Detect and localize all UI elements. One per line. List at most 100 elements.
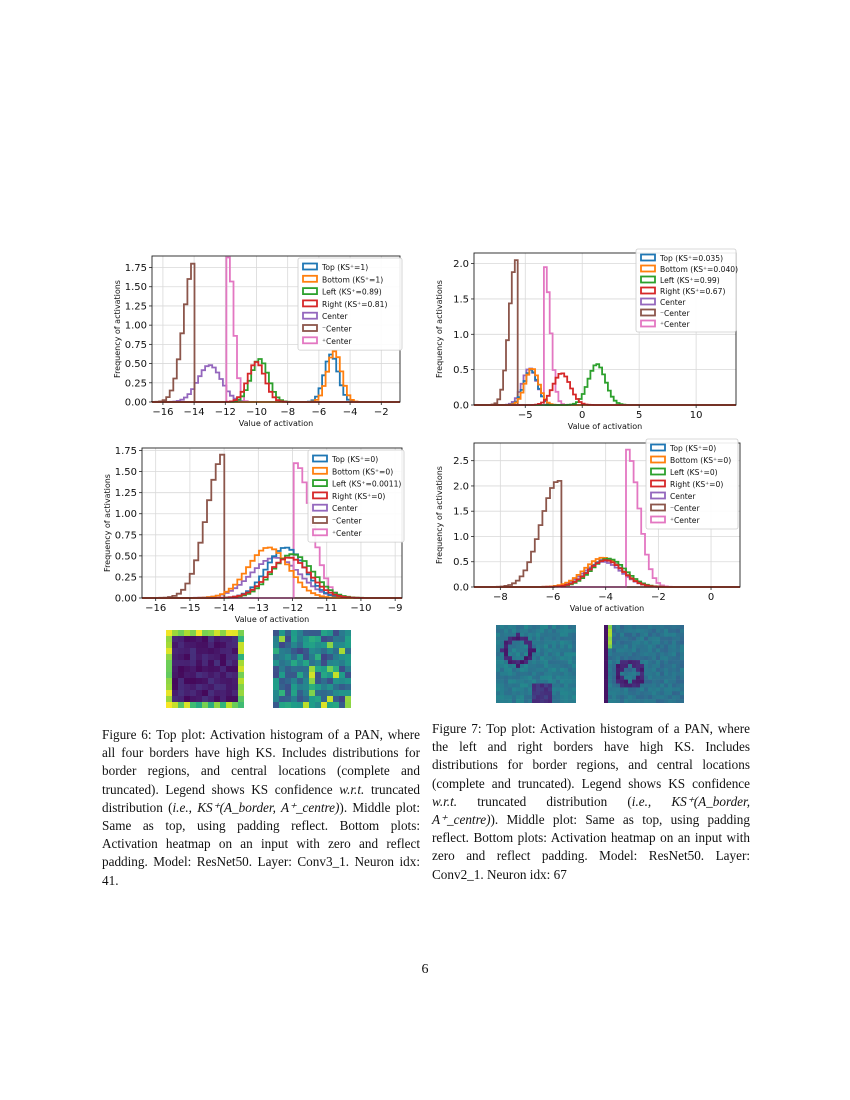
heatmap-cell bbox=[184, 690, 191, 697]
heatmap-cell bbox=[664, 691, 669, 696]
heatmap-cell bbox=[648, 671, 653, 676]
heatmap-cell bbox=[572, 667, 576, 673]
heatmap-cell bbox=[202, 678, 209, 685]
heatmap-cell bbox=[644, 683, 649, 688]
x-tick-label: −4 bbox=[343, 407, 358, 418]
heatmap-cell bbox=[656, 632, 661, 637]
heatmap-cell bbox=[532, 636, 537, 641]
heatmap-cell bbox=[636, 683, 641, 688]
heatmap-cell bbox=[285, 654, 292, 661]
heatmap-cell bbox=[166, 690, 173, 697]
heatmap-cell bbox=[178, 690, 185, 697]
heatmap-cell bbox=[556, 640, 561, 645]
x-tick-label: −5 bbox=[518, 410, 533, 421]
heatmap-cell bbox=[226, 636, 233, 643]
heatmap-cell bbox=[536, 648, 541, 653]
heatmap-cell bbox=[214, 690, 221, 697]
heatmap-cell bbox=[608, 636, 613, 641]
heatmap-cell bbox=[556, 687, 561, 692]
heatmap-cell bbox=[616, 691, 621, 696]
heatmap-cell bbox=[226, 654, 233, 661]
heatmap-cell bbox=[333, 654, 340, 661]
heatmap-cell bbox=[536, 652, 541, 657]
heatmap-cell bbox=[648, 648, 653, 653]
heatmap-cell bbox=[604, 652, 609, 657]
heatmap-cell bbox=[208, 678, 215, 685]
heatmap-cell bbox=[327, 630, 334, 637]
heatmap-cell bbox=[184, 654, 191, 661]
heatmap-cell bbox=[196, 666, 203, 673]
heatmap-cell bbox=[508, 695, 513, 700]
heatmap-cell bbox=[232, 696, 239, 703]
heatmap-cell bbox=[496, 640, 501, 645]
heatmap-cell bbox=[508, 644, 513, 649]
heatmap-cell bbox=[508, 691, 513, 696]
heatmap-cell bbox=[644, 691, 649, 696]
heatmap-cell bbox=[664, 679, 669, 684]
heatmap-cell bbox=[520, 625, 525, 630]
heatmap-cell bbox=[672, 632, 677, 637]
heatmap-cell bbox=[668, 699, 673, 703]
heatmap-cell bbox=[297, 690, 304, 697]
x-tick-label: −12 bbox=[215, 407, 236, 418]
heatmap-cell bbox=[321, 678, 328, 685]
heatmap-cell bbox=[676, 644, 681, 649]
heatmap-cell bbox=[297, 684, 304, 691]
heatmap-cell bbox=[321, 660, 328, 667]
heatmap-cell bbox=[640, 664, 645, 669]
heatmap-cell bbox=[214, 648, 221, 655]
heatmap-cell bbox=[640, 632, 645, 637]
heatmap-cell bbox=[500, 691, 505, 696]
heatmap-cell bbox=[548, 648, 553, 653]
legend-swatch-bottom bbox=[650, 455, 666, 464]
heatmap-cell bbox=[309, 654, 316, 661]
heatmap-cell bbox=[632, 671, 637, 676]
heatmap-cell bbox=[528, 644, 533, 649]
heatmap-cell bbox=[608, 640, 613, 645]
heatmap-cell bbox=[279, 660, 286, 667]
heatmap-cell bbox=[512, 671, 517, 676]
heatmap-cell bbox=[321, 636, 328, 643]
heatmap-cell bbox=[636, 687, 641, 692]
heatmap-cell bbox=[232, 630, 239, 637]
heatmap-cell bbox=[608, 679, 613, 684]
y-tick-label: 0.50 bbox=[125, 359, 147, 370]
heatmap-cell bbox=[520, 679, 525, 684]
heatmap-cell bbox=[676, 687, 681, 692]
heatmap-cell bbox=[620, 683, 625, 688]
heatmap-cell bbox=[528, 687, 533, 692]
heatmap-cell bbox=[672, 679, 677, 684]
heatmap-cell bbox=[608, 683, 613, 688]
heatmap-cell bbox=[668, 632, 673, 637]
heatmap-cell bbox=[532, 687, 537, 692]
heatmap-cell bbox=[604, 632, 609, 637]
heatmap-cell bbox=[572, 640, 576, 645]
heatmap-cell bbox=[327, 672, 334, 679]
heatmap-cell bbox=[672, 691, 677, 696]
heatmap-cell bbox=[285, 684, 292, 691]
heatmap-cell bbox=[640, 675, 645, 680]
heatmap-cell bbox=[520, 656, 525, 661]
heatmap-cell bbox=[504, 691, 509, 696]
heatmap-cell bbox=[608, 691, 613, 696]
heatmap-cell bbox=[564, 652, 569, 657]
y-tick-label: 0.75 bbox=[125, 340, 147, 351]
heatmap-cell bbox=[616, 679, 621, 684]
heatmap-cell bbox=[500, 699, 505, 703]
heatmap-cell bbox=[656, 644, 661, 649]
heatmap-cell bbox=[500, 683, 505, 688]
heatmap-cell bbox=[652, 648, 657, 653]
y-tick-label: 1.5 bbox=[453, 507, 469, 518]
heatmap-cell bbox=[536, 699, 541, 703]
heatmap-cell bbox=[327, 684, 334, 691]
x-tick-label: −9 bbox=[388, 603, 403, 614]
heatmap-cell bbox=[652, 667, 657, 673]
heatmap-cell bbox=[303, 642, 310, 649]
heatmap-cell bbox=[532, 644, 537, 649]
heatmap-cell bbox=[644, 625, 649, 630]
heatmap-cell bbox=[226, 660, 233, 667]
heatmap-cell bbox=[616, 687, 621, 692]
heatmap-cell bbox=[660, 683, 665, 688]
heatmap-cell bbox=[672, 667, 677, 673]
heatmap-cell bbox=[285, 690, 292, 697]
